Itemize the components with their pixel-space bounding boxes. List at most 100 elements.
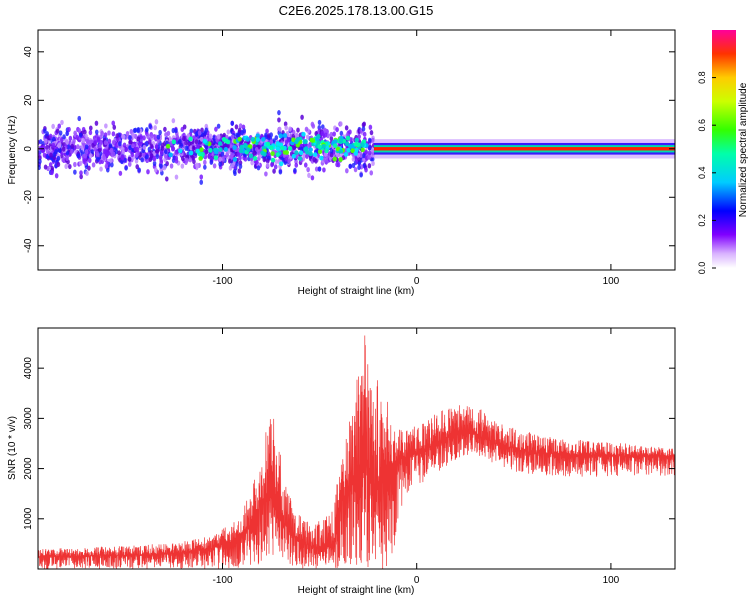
spectrogram-cell	[88, 125, 93, 131]
spectrogram-cell	[158, 154, 163, 161]
spectrogram-cell	[86, 139, 91, 145]
spectrogram-cell	[107, 138, 112, 144]
spectrogram-cell	[310, 138, 316, 143]
spectrogram-cell	[57, 123, 62, 129]
spectrogram-x-ticks: -100 0 100	[212, 30, 620, 287]
spectrogram-cell	[171, 139, 177, 145]
spectrogram-cell	[76, 153, 81, 159]
spectrogram-cell	[87, 165, 91, 171]
spectrogram-cell	[57, 143, 62, 149]
spectrogram-cell	[255, 137, 261, 143]
spectrogram-cell	[221, 156, 226, 162]
spectrogram-cell	[371, 137, 375, 143]
spectrogram-cell	[314, 166, 319, 172]
spectrogram-cell	[200, 151, 205, 157]
spectrogram-cell	[160, 142, 165, 148]
spectrogram-cell	[362, 131, 367, 137]
spectrogram-cell	[307, 172, 311, 178]
spectrogram-cell	[218, 156, 222, 162]
colorbar: 0.0 0.2 0.4 0.6 0.8 Normalized spectral ampl…	[697, 30, 749, 274]
spectrogram-cell	[146, 169, 150, 175]
spectrogram-cell	[203, 130, 207, 136]
spectrogram-cell	[110, 162, 114, 168]
spectrogram-cell	[310, 175, 315, 181]
spectrogram-cell	[262, 151, 267, 157]
spectrogram-cell	[43, 164, 48, 170]
spectrogram-cell	[348, 163, 353, 169]
spectrogram-cell	[333, 139, 338, 144]
spectrogram-cell	[180, 163, 185, 169]
spectrogram-cell	[213, 155, 219, 161]
spectrogram-cell	[308, 151, 313, 157]
spectrogram-marks	[38, 110, 675, 185]
spectrogram-cell	[204, 144, 209, 150]
spectrogram-cell	[246, 147, 251, 153]
spectrogram-cell	[199, 147, 204, 153]
spectrogram-cell	[44, 138, 48, 144]
spectrogram-cell	[58, 130, 63, 136]
spectrogram-cell	[182, 124, 187, 130]
spectrogram-cell	[265, 158, 270, 164]
spectrogram-cell	[370, 147, 375, 153]
spectrogram-cell	[135, 164, 140, 170]
spectrogram-cell	[191, 145, 196, 151]
spectrogram-cell	[164, 176, 169, 182]
spectrogram-cell	[229, 154, 234, 160]
spectrogram-cell	[345, 168, 349, 174]
spectrogram-cell	[85, 170, 89, 176]
spectrogram-y-axis-label: Frequency (Hz)	[7, 116, 18, 185]
spectrogram-cell	[115, 133, 119, 139]
spectrogram-cell	[134, 158, 139, 164]
spectrogram-cell	[83, 129, 87, 135]
spectrogram-cell	[184, 140, 188, 146]
spectrogram-cell	[203, 164, 207, 170]
spectrogram-cell	[146, 133, 150, 140]
spectrogram-cell	[102, 155, 106, 161]
spectrogram-cell	[68, 163, 72, 170]
spectrogram-cell	[118, 170, 123, 176]
spectrogram-cell	[199, 179, 204, 185]
snr-y-tick-label: 2000	[23, 457, 34, 480]
spectrogram-cell	[79, 174, 83, 180]
spectrogram-cell	[291, 153, 297, 159]
spectrogram-cell	[180, 155, 185, 162]
spectrogram-cell	[265, 128, 269, 134]
spectrogram-cell	[329, 136, 334, 142]
spectrogram-cell	[335, 161, 339, 168]
spectrogram-cell	[77, 127, 82, 134]
spectrogram-cell	[226, 129, 231, 135]
spectrogram-cell	[99, 166, 103, 172]
spectrogram-cell	[204, 123, 209, 129]
spectrogram-cell	[195, 162, 199, 168]
spectrogram-cell	[294, 139, 299, 145]
snr-marks	[38, 335, 675, 569]
spectrogram-cell	[67, 126, 71, 133]
spectrogram-cell	[155, 153, 160, 160]
spectrogram-cell	[368, 124, 373, 130]
spectrogram-cell	[294, 162, 299, 168]
spectrogram-cell	[169, 163, 174, 169]
spectrogram-cell	[125, 131, 130, 137]
spectrogram-x-tick-label: 100	[603, 276, 620, 287]
spectrogram-cell	[351, 156, 356, 162]
spectrogram-cell	[50, 169, 54, 176]
spectrogram-cell	[152, 160, 157, 166]
snr-x-axis-label: Height of straight line (km)	[298, 585, 415, 596]
colorbar-gradient	[712, 30, 736, 268]
spectrogram-cell	[300, 114, 304, 120]
spectrogram-cell	[158, 129, 162, 136]
spectrogram-cell	[174, 155, 179, 161]
spectrogram-cell	[230, 134, 235, 140]
snr-y-tick-label: 4000	[23, 357, 34, 380]
spectrogram-y-tick-label: -20	[23, 190, 34, 205]
spectrogram-cell	[55, 128, 60, 134]
spectrogram-cell	[38, 164, 41, 171]
spectrogram-cell	[49, 152, 53, 158]
spectrogram-cell	[84, 149, 89, 155]
spectrogram-cell	[294, 150, 299, 156]
spectrogram-cell	[174, 128, 178, 134]
spectrogram-cell	[87, 144, 92, 151]
spectrogram-cell	[338, 138, 344, 144]
snr-y-tick-label: 1000	[23, 507, 34, 530]
spectrogram-cell	[50, 165, 55, 172]
